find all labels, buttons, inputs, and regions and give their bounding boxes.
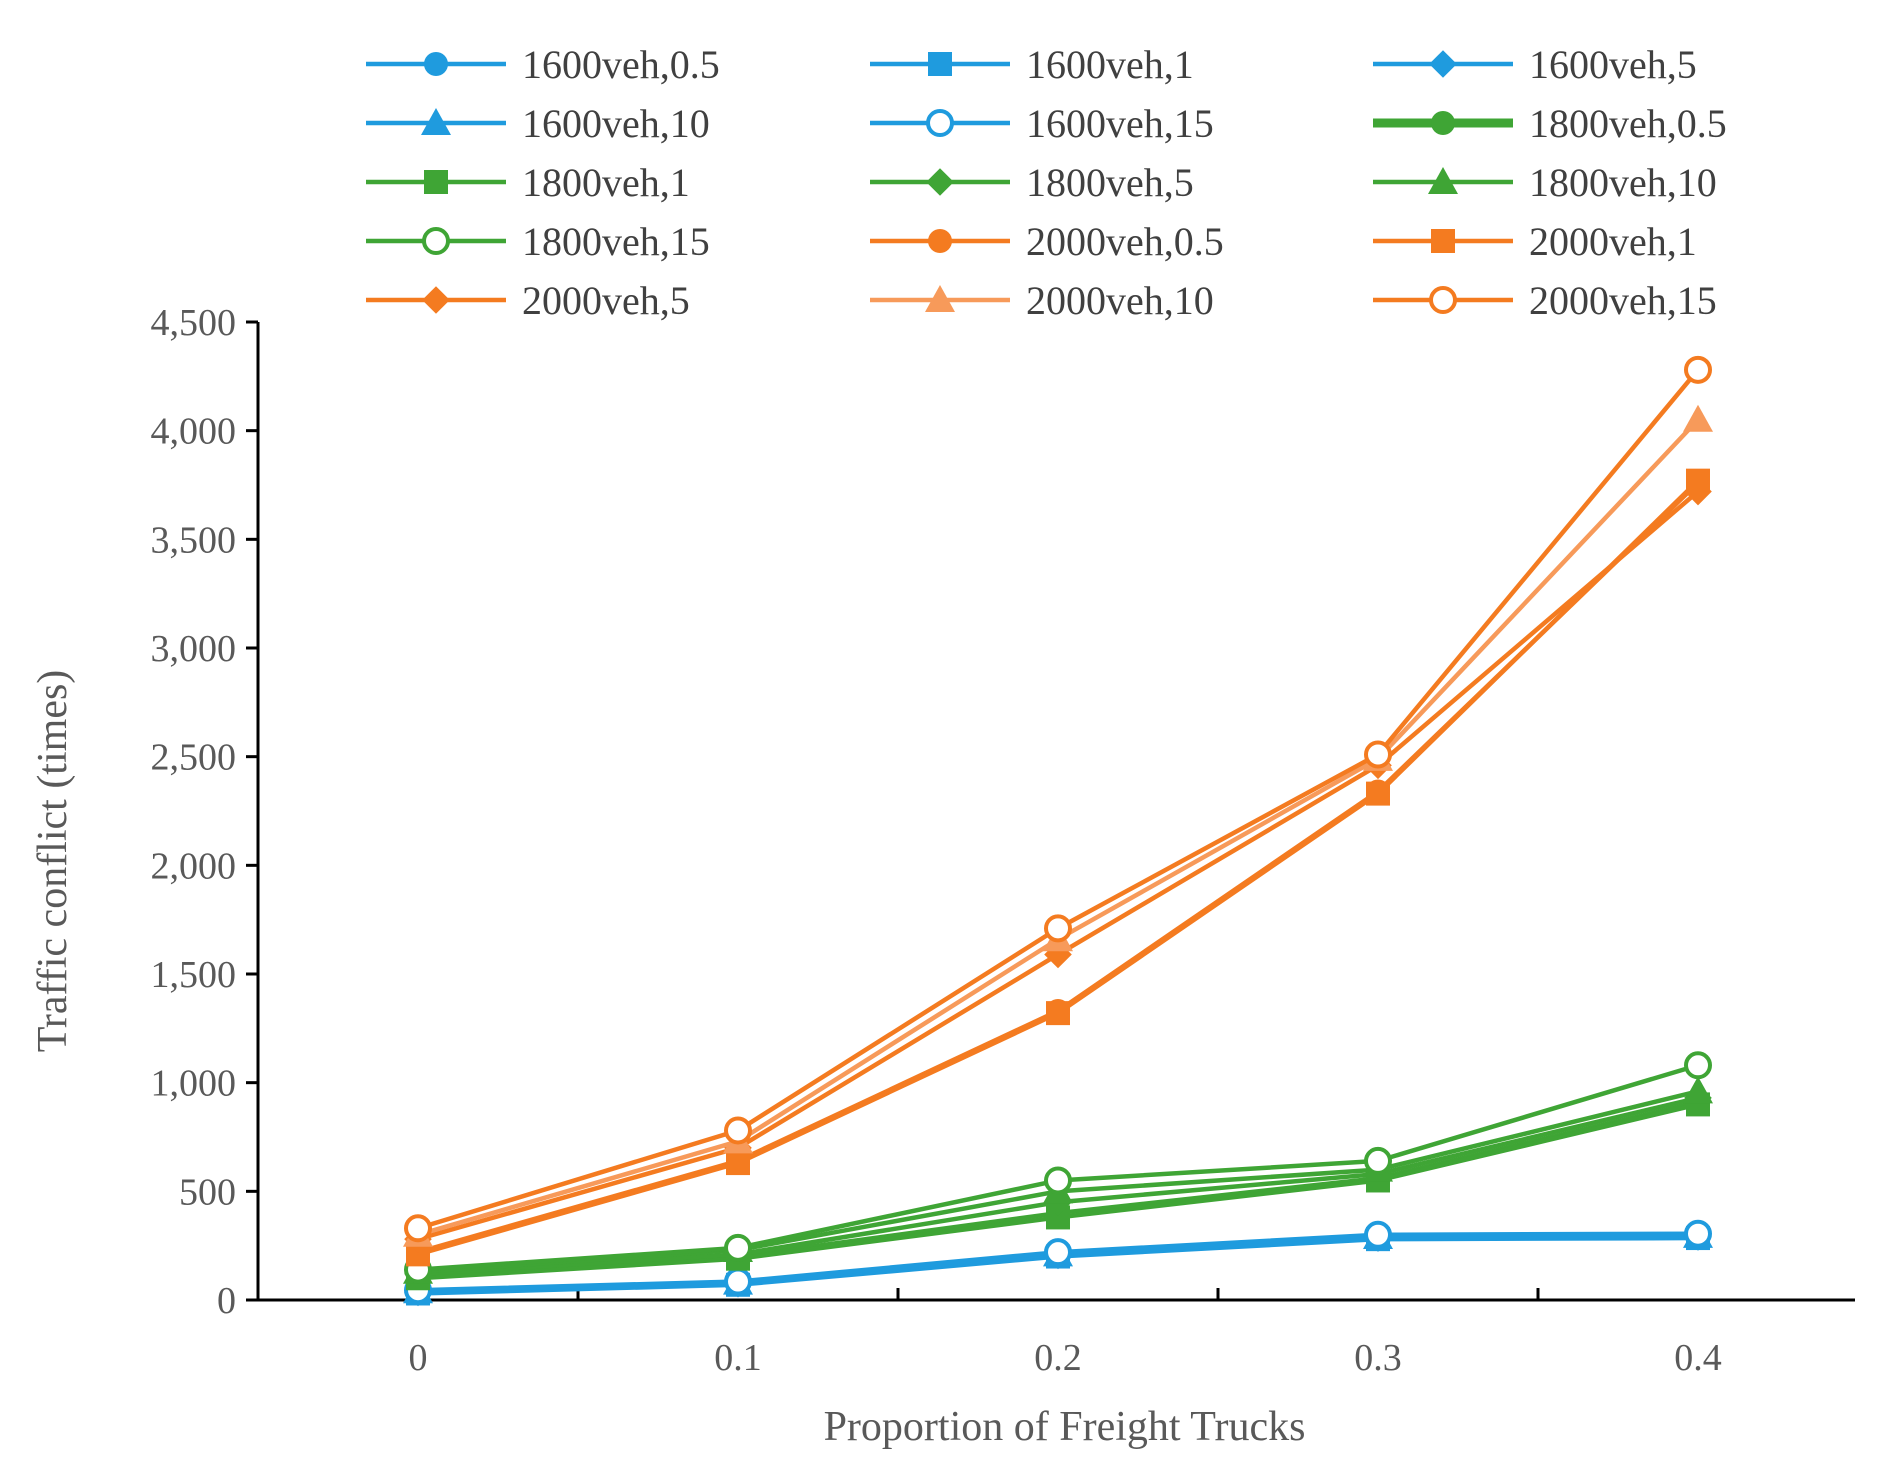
legend-marker <box>1431 111 1455 135</box>
axes: 0 500 1,000 1,500 2,000 2,500 3,000 3,500 4,000 4… <box>151 302 1855 1379</box>
plot-area <box>403 355 1713 1307</box>
series-line <box>417 418 1700 1237</box>
data-point <box>1366 781 1390 806</box>
legend-marker <box>926 109 954 137</box>
data-point <box>1683 404 1713 432</box>
series-2000veh-15 <box>404 355 1712 1243</box>
legend-marker <box>1431 229 1455 253</box>
legend-marker <box>1428 167 1458 194</box>
legend-label: 1800veh,0.5 <box>1529 101 1727 146</box>
legend-label: 1800veh,15 <box>522 219 710 264</box>
y-tick-label: 1,000 <box>151 1063 237 1105</box>
legend-item: 2000veh,15 <box>1373 278 1717 323</box>
legend-marker <box>422 286 450 314</box>
y-tick-label: 2,500 <box>151 737 237 779</box>
legend-label: 1800veh,1 <box>522 160 690 205</box>
data-point <box>1684 355 1712 384</box>
x-axis-title: Proportion of Freight Trucks <box>824 1404 1306 1450</box>
legend-item: 1600veh,10 <box>366 101 710 146</box>
x-tick-label: 0.3 <box>1354 1337 1402 1379</box>
series-line <box>417 368 1700 1231</box>
legend-marker <box>424 170 448 194</box>
y-tick-label: 4,500 <box>151 302 237 344</box>
data-point <box>1364 740 1392 769</box>
legend-label: 1600veh,15 <box>1026 101 1214 146</box>
legend-label: 2000veh,15 <box>1529 278 1717 323</box>
y-tick-label: 1,500 <box>151 954 237 996</box>
data-point <box>1044 1166 1072 1195</box>
legend-marker <box>422 227 450 255</box>
legend-item: 2000veh,1 <box>1373 219 1697 264</box>
legend-item: 2000veh,0.5 <box>870 219 1224 264</box>
legend-marker <box>928 229 952 253</box>
data-point <box>724 1116 752 1145</box>
data-point <box>1044 914 1072 943</box>
data-point <box>1364 1220 1392 1249</box>
x-tick-label: 0.4 <box>1674 1337 1722 1379</box>
legend-label: 1800veh,5 <box>1026 160 1194 205</box>
legend-item: 1600veh,1 <box>870 42 1194 87</box>
data-point <box>724 1267 752 1296</box>
legend-label: 1600veh,0.5 <box>522 42 720 87</box>
y-tick-label: 0 <box>217 1280 236 1322</box>
legend: 1600veh,0.5 1600veh,1 1600veh,5 1600veh,10 1… <box>366 42 1727 323</box>
legend-marker <box>421 108 451 135</box>
legend-marker <box>926 168 954 196</box>
legend-item: 1800veh,10 <box>1373 160 1717 205</box>
data-point <box>1684 1051 1712 1080</box>
legend-item: 1800veh,15 <box>366 219 710 264</box>
data-point <box>1044 1238 1072 1267</box>
y-tick-label: 3,000 <box>151 628 237 670</box>
y-tick-label: 2,000 <box>151 845 237 887</box>
x-tick-label: 0.1 <box>714 1337 762 1379</box>
legend-item: 2000veh,5 <box>366 278 690 323</box>
legend-marker <box>1429 50 1457 78</box>
y-tick-label: 4,000 <box>151 411 237 453</box>
legend-item: 1600veh,5 <box>1373 42 1697 87</box>
legend-label: 1600veh,1 <box>1026 42 1194 87</box>
legend-marker <box>1429 286 1457 314</box>
data-point <box>724 1233 752 1262</box>
legend-marker <box>424 52 448 76</box>
y-axis-title: Traffic conflict (times) <box>30 670 76 1053</box>
legend-item: 2000veh,10 <box>870 278 1214 323</box>
data-point <box>1684 1219 1712 1248</box>
legend-item: 1600veh,15 <box>870 101 1214 146</box>
legend-label: 2000veh,10 <box>1026 278 1214 323</box>
legend-label: 1600veh,5 <box>1529 42 1697 87</box>
data-point <box>1683 1076 1713 1104</box>
legend-item: 1800veh,0.5 <box>1373 101 1727 146</box>
legend-item: 1600veh,0.5 <box>366 42 720 87</box>
legend-item: 1800veh,1 <box>366 160 690 205</box>
x-tick-label: 0.2 <box>1034 1337 1082 1379</box>
data-point <box>1684 477 1712 506</box>
legend-label: 2000veh,5 <box>522 278 690 323</box>
legend-label: 1600veh,10 <box>522 101 710 146</box>
y-tick-label: 500 <box>179 1171 236 1213</box>
x-ticks: 0 0.1 0.2 0.3 0.4 <box>256 1288 1722 1379</box>
y-tick-label: 3,500 <box>151 519 237 561</box>
y-ticks: 0 500 1,000 1,500 2,000 2,500 3,000 3,500 4,000 4… <box>151 302 258 1322</box>
legend-marker <box>928 52 952 76</box>
legend-label: 2000veh,1 <box>1529 219 1697 264</box>
legend-label: 1800veh,10 <box>1529 160 1717 205</box>
x-tick-label: 0 <box>409 1337 428 1379</box>
data-point <box>1046 1001 1070 1026</box>
data-point <box>1364 1146 1392 1175</box>
legend-label: 2000veh,0.5 <box>1026 219 1224 264</box>
legend-marker <box>925 285 955 312</box>
legend-item: 1800veh,5 <box>870 160 1194 205</box>
data-point <box>404 1214 432 1243</box>
